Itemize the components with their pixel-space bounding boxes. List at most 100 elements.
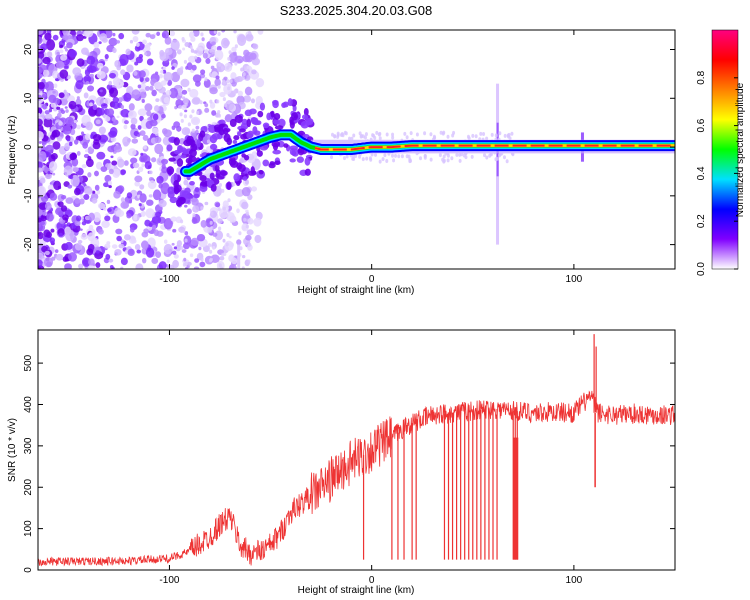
noise-blob bbox=[215, 75, 220, 80]
noise-blob bbox=[255, 77, 265, 88]
turbulence-blob bbox=[268, 162, 276, 169]
y-tick-label: 100 bbox=[23, 520, 34, 537]
noise-blob bbox=[92, 211, 101, 223]
noise-blob bbox=[107, 208, 112, 213]
noise-blob bbox=[112, 96, 119, 104]
noise-blob bbox=[58, 232, 63, 237]
noise-blob bbox=[149, 34, 156, 40]
noise-blob bbox=[179, 219, 184, 224]
noise-blob bbox=[120, 197, 125, 203]
noise-blob bbox=[149, 85, 154, 91]
noise-blob bbox=[43, 257, 54, 268]
noise-blob bbox=[46, 39, 56, 51]
noise-blob bbox=[196, 110, 200, 115]
noise-blob bbox=[342, 156, 346, 161]
noise-blob bbox=[137, 84, 142, 89]
y-tick-label: 0 bbox=[23, 144, 34, 150]
noise-blob bbox=[192, 205, 200, 213]
noise-blob bbox=[127, 148, 137, 157]
turbulence-blob bbox=[287, 98, 293, 107]
noise-blob bbox=[137, 166, 144, 173]
noise-blob bbox=[482, 132, 486, 137]
turbulence-blob bbox=[273, 112, 281, 120]
noise-blob bbox=[38, 81, 45, 90]
noise-blob bbox=[236, 239, 242, 246]
noise-blob bbox=[110, 136, 117, 143]
turbulence-blob bbox=[258, 170, 264, 175]
noise-blob bbox=[106, 108, 115, 117]
turbulence-blob bbox=[289, 158, 296, 163]
noise-blob bbox=[246, 68, 250, 73]
noise-blob bbox=[161, 113, 166, 119]
noise-blob bbox=[455, 152, 459, 157]
noise-blob bbox=[144, 103, 153, 112]
noise-blob bbox=[112, 77, 121, 87]
noise-blob bbox=[450, 156, 454, 161]
noise-blob bbox=[108, 80, 113, 86]
noise-blob bbox=[226, 233, 230, 238]
noise-blob bbox=[151, 89, 157, 97]
noise-blob bbox=[333, 134, 337, 139]
noise-blob bbox=[126, 64, 134, 73]
spectrogram-frame bbox=[37, 29, 676, 270]
noise-blob bbox=[134, 175, 143, 183]
noise-blob bbox=[97, 62, 104, 69]
turbulence-blob bbox=[250, 117, 257, 123]
noise-blob bbox=[83, 30, 90, 37]
noise-blob bbox=[140, 240, 149, 250]
noise-blob bbox=[118, 243, 125, 249]
noise-blob bbox=[227, 100, 231, 105]
noise-blob bbox=[219, 91, 226, 98]
noise-blob bbox=[145, 86, 151, 91]
noise-blob bbox=[38, 94, 43, 101]
noise-blob bbox=[81, 164, 87, 169]
noise-blob bbox=[59, 69, 69, 79]
noise-blob bbox=[67, 252, 77, 262]
turbulence-blob bbox=[272, 142, 279, 151]
noise-blob bbox=[84, 149, 89, 153]
noise-blob bbox=[494, 157, 498, 162]
noise-blob bbox=[408, 157, 412, 162]
noise-blob bbox=[154, 143, 164, 155]
noise-blob bbox=[172, 228, 177, 233]
noise-blob bbox=[234, 44, 238, 49]
turbulence-blob bbox=[186, 138, 194, 145]
noise-blob bbox=[94, 251, 104, 260]
noise-blob bbox=[91, 197, 98, 204]
y-tick-label: -10 bbox=[23, 188, 34, 203]
noise-blob bbox=[152, 113, 159, 121]
noise-blob bbox=[52, 172, 56, 176]
noise-blob bbox=[215, 202, 221, 208]
noise-blob bbox=[88, 212, 96, 221]
noise-blob bbox=[38, 167, 43, 173]
noise-blob bbox=[79, 198, 85, 205]
noise-blob bbox=[403, 131, 407, 136]
noise-blob bbox=[184, 238, 188, 243]
noise-blob bbox=[231, 46, 237, 53]
noise-blob bbox=[397, 154, 401, 159]
noise-blob bbox=[59, 49, 64, 54]
noise-blob bbox=[94, 170, 99, 177]
noise-blob bbox=[44, 173, 52, 180]
colorbar-label: Normalized spectral amplitude bbox=[735, 82, 746, 217]
noise-blob bbox=[146, 199, 154, 206]
turbulence-blob bbox=[270, 110, 275, 118]
turbulence-blob bbox=[257, 110, 264, 118]
noise-blob bbox=[172, 259, 179, 269]
turbulence-blob bbox=[274, 125, 284, 130]
noise-blob bbox=[96, 71, 106, 80]
noise-blob bbox=[224, 114, 233, 123]
noise-blob bbox=[192, 213, 196, 218]
noise-blob bbox=[49, 192, 58, 201]
noise-blob bbox=[181, 89, 188, 95]
colorbar-gradient bbox=[711, 29, 739, 270]
noise-blob bbox=[84, 133, 91, 141]
noise-blob bbox=[217, 84, 221, 89]
noise-blob bbox=[135, 42, 140, 47]
noise-blob bbox=[209, 249, 213, 254]
noise-blob bbox=[438, 153, 442, 158]
noise-blob bbox=[222, 200, 229, 209]
noise-blob bbox=[331, 132, 335, 137]
noise-blob bbox=[123, 124, 128, 130]
